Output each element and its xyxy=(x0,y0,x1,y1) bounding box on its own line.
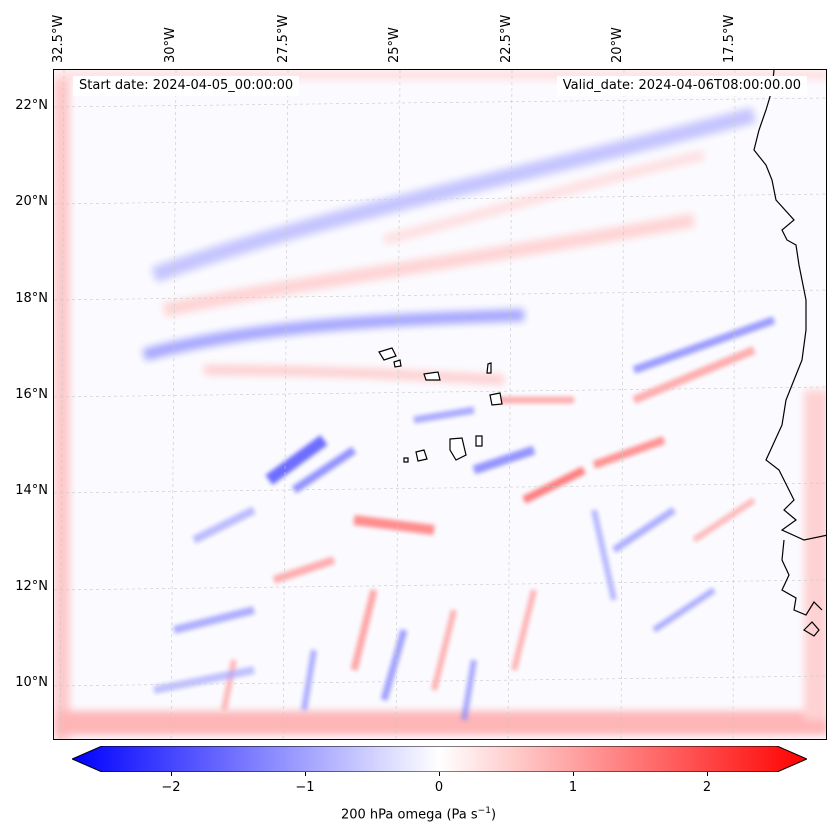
lat-label-18n: 18°N xyxy=(15,291,48,306)
lon-label-32-5w: 32.5°W xyxy=(51,14,66,63)
colorbar-label-text: 200 hPa omega (Pa s xyxy=(340,807,478,823)
west-boundary-band xyxy=(54,70,70,739)
lat-label-12n: 12°N xyxy=(15,579,48,594)
cape-verde-islands xyxy=(378,347,503,463)
lat-label-16n: 16°N xyxy=(15,387,48,402)
colorbar-tick-mark xyxy=(171,772,172,776)
lon-label-22-5w: 22.5°W xyxy=(499,14,514,63)
colorbar-label-exponent: −1 xyxy=(477,806,491,816)
lon-label-27-5w: 27.5°W xyxy=(276,14,291,63)
blue-cell-k xyxy=(652,587,716,633)
start-date-label: Start date: 2024-04-05_00:00:00 xyxy=(73,76,300,96)
red-cell-h xyxy=(431,609,457,691)
island-brava xyxy=(403,457,409,463)
grid-lon-17-5 xyxy=(732,70,736,739)
lon-label-20w: 20°W xyxy=(610,27,625,63)
lat-label-22n: 22°N xyxy=(15,98,48,113)
omega-map[interactable]: Start date: 2024-04-05_00:00:00 Valid_da… xyxy=(53,69,827,740)
colorbar-tick-label: −2 xyxy=(161,780,181,795)
blue-cell-d xyxy=(472,445,536,475)
red-streak-1 xyxy=(162,213,696,317)
red-cell-g xyxy=(350,589,378,671)
colorbar-tick-mark xyxy=(305,772,306,776)
blue-cell-m xyxy=(192,506,256,544)
colorbar-tick-label: 0 xyxy=(434,780,444,795)
blue-streak-1 xyxy=(151,107,757,283)
island-sao-nicolau xyxy=(423,371,441,381)
gridlines xyxy=(54,70,826,739)
grid-lon-27-5 xyxy=(282,70,289,739)
blue-cell-n xyxy=(153,666,255,694)
blue-cell-i xyxy=(301,649,317,711)
blue-cell-c xyxy=(632,316,776,374)
island-boa-vista xyxy=(489,392,503,406)
red-streak-3 xyxy=(203,365,505,385)
blue-cell-g xyxy=(380,629,408,701)
blue-cell-j xyxy=(612,507,676,553)
coast-bijagos xyxy=(803,621,820,637)
grid-lon-32-5 xyxy=(59,70,65,739)
south-boundary-band xyxy=(54,711,826,735)
island-sao-vicente xyxy=(393,359,402,368)
colorbar-tick-mark xyxy=(707,772,708,776)
grid-lon-20 xyxy=(620,70,625,739)
lat-label-20n: 20°N xyxy=(15,194,48,209)
coast-main xyxy=(753,70,826,541)
island-santiago xyxy=(449,437,467,461)
blue-cell-a xyxy=(265,435,328,485)
red-cell-c xyxy=(592,436,666,469)
colorbar-label: 200 hPa omega (Pa s−1) xyxy=(0,806,837,822)
colorbar-tick-label: 1 xyxy=(568,780,578,795)
colorbar xyxy=(72,746,807,772)
blue-cell-b xyxy=(291,446,357,494)
lon-label-17-5w: 17.5°W xyxy=(722,14,737,63)
colorbar-tick-label: −1 xyxy=(295,780,315,795)
red-cell-k xyxy=(692,497,756,543)
blue-cell-f xyxy=(173,606,255,634)
east-boundary-band xyxy=(804,390,826,720)
island-santo-antao xyxy=(378,347,397,361)
coast-guinea-bissau xyxy=(781,539,823,616)
blue-streak-2 xyxy=(142,309,525,361)
colorbar-tick-label: 2 xyxy=(702,780,712,795)
map-background xyxy=(54,70,826,739)
lon-label-30w: 30°W xyxy=(163,27,178,63)
red-cell-i xyxy=(221,659,237,711)
blue-cell-l xyxy=(591,509,617,601)
red-cell-j xyxy=(511,589,537,671)
red-cell-b xyxy=(522,466,586,504)
blue-cell-e xyxy=(413,406,475,424)
island-sal xyxy=(486,362,492,374)
lat-label-14n: 14°N xyxy=(15,483,48,498)
boundary-red-bands xyxy=(54,70,826,739)
colorbar-tick-mark xyxy=(573,772,574,776)
grid-lon-22-5 xyxy=(507,70,513,739)
north-boundary-band xyxy=(54,70,826,80)
lon-label-25w: 25°W xyxy=(387,27,402,63)
island-fogo xyxy=(415,449,428,462)
grid-lon-30 xyxy=(170,70,177,739)
blue-cell-h xyxy=(461,659,477,721)
coastline xyxy=(753,70,826,637)
map-canvas xyxy=(54,70,826,739)
island-maio xyxy=(475,435,483,447)
colorbar-ramp xyxy=(72,746,807,772)
grid-lon-25 xyxy=(395,70,401,739)
colorbar-tick-mark xyxy=(439,772,440,776)
valid-date-label: Valid_date: 2024-04-06T08:00:00.00 xyxy=(556,76,807,96)
lat-label-10n: 10°N xyxy=(15,675,48,690)
colorbar-label-close: ) xyxy=(490,807,497,823)
red-cell-a xyxy=(353,515,435,535)
